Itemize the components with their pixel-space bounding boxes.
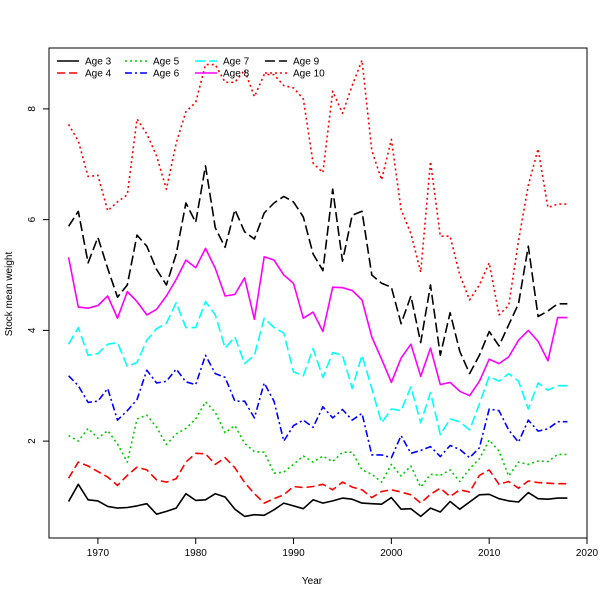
y-axis-title: Stock mean weight <box>4 252 15 337</box>
x-tick-label-2010: 2010 <box>478 548 501 559</box>
y-tick-label-6: 6 <box>27 216 38 222</box>
series-line-age-5 <box>68 400 568 488</box>
series-line-age-7 <box>67 300 568 436</box>
series-layer <box>67 59 568 518</box>
legend-label-age-7: Age 7 <box>223 57 250 68</box>
legend-label-age-8: Age 8 <box>223 69 250 80</box>
x-tick-label-2000: 2000 <box>380 548 403 559</box>
x-tick-label-2020: 2020 <box>576 548 599 559</box>
legend-label-age-10: Age 10 <box>293 69 325 80</box>
series-line-age-8 <box>67 247 568 397</box>
series-line-age-3 <box>67 483 568 518</box>
series-line-age-10 <box>67 59 568 316</box>
x-axis-title: Year <box>302 576 323 587</box>
series-line-age-4 <box>67 452 568 504</box>
plot-frame <box>48 47 588 539</box>
legend-label-age-5: Age 5 <box>153 57 180 68</box>
axes-layer: 1970 1980 1990 2000 2010 2020 2 4 6 8 <box>27 47 599 559</box>
legend-label-age-3: Age 3 <box>85 57 112 68</box>
series-line-age-6 <box>68 354 568 459</box>
x-tick-label-1990: 1990 <box>282 548 305 559</box>
y-tick-label-8: 8 <box>27 106 38 112</box>
y-tick-label-4: 4 <box>27 327 38 333</box>
legend-label-age-9: Age 9 <box>293 57 320 68</box>
series-line-age-9 <box>67 165 568 375</box>
x-tick-label-1980: 1980 <box>185 548 208 559</box>
x-tick-label-1970: 1970 <box>87 548 110 559</box>
legend-label-age-4: Age 4 <box>85 69 112 80</box>
legend-label-age-6: Age 6 <box>153 69 180 80</box>
y-tick-label-2: 2 <box>27 438 38 444</box>
